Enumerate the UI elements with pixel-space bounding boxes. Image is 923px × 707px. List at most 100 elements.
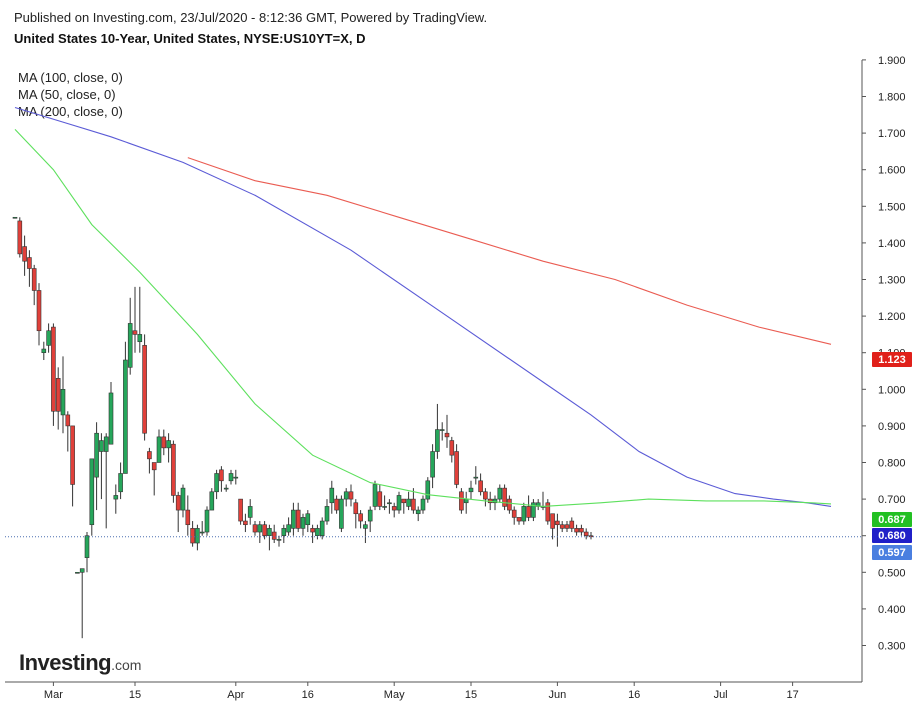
candle-body	[305, 513, 311, 526]
candle	[281, 524, 287, 544]
candle-body	[185, 509, 191, 526]
candle	[478, 473, 483, 496]
candle-body	[291, 509, 296, 529]
candle	[391, 502, 397, 518]
candle-body	[545, 502, 551, 522]
candle	[545, 499, 551, 525]
candle	[99, 433, 104, 500]
candle-body	[382, 506, 387, 508]
candle-body	[219, 469, 224, 482]
candle-body	[559, 524, 565, 529]
legend-ma200[interactable]: MA (200, close, 0)	[18, 104, 123, 119]
candle-body	[444, 432, 450, 438]
y-tick-label: 1.400	[878, 238, 906, 250]
candle	[161, 429, 167, 456]
candle-body	[156, 436, 162, 463]
candle	[238, 498, 243, 525]
candle	[324, 499, 330, 525]
candle-body	[151, 462, 157, 471]
legend-ma50[interactable]: MA (50, close, 0)	[18, 87, 116, 102]
candle-body	[27, 257, 32, 269]
candle-body	[497, 487, 503, 500]
candle-body	[531, 502, 536, 518]
candle-body	[411, 498, 416, 511]
candle	[396, 491, 402, 514]
candle-body	[22, 246, 27, 262]
candle	[444, 414, 450, 448]
candle	[415, 506, 421, 522]
y-tick-label: 1.300	[878, 275, 906, 287]
candle	[175, 491, 181, 533]
candle	[142, 334, 147, 441]
candle	[411, 488, 416, 514]
candle	[17, 217, 23, 258]
x-tick-label: 16	[628, 689, 640, 701]
candle-body	[406, 498, 411, 507]
candle	[540, 491, 546, 511]
candle	[151, 462, 157, 496]
candle-body	[137, 334, 143, 343]
candle	[123, 341, 128, 474]
candle	[387, 499, 392, 514]
candle-body	[166, 440, 171, 449]
candle-body	[439, 429, 445, 431]
candle	[199, 521, 205, 536]
candle	[555, 513, 560, 547]
candle	[454, 444, 459, 489]
candle	[430, 444, 435, 489]
legend-ma100[interactable]: MA (100, close, 0)	[18, 70, 123, 85]
candle-body	[300, 517, 306, 529]
candle-body	[502, 487, 507, 507]
candle	[564, 521, 570, 533]
candle-body	[319, 520, 325, 536]
x-tick-label: 16	[302, 689, 314, 701]
candle	[483, 488, 488, 507]
candle	[382, 495, 387, 511]
candle	[51, 323, 56, 426]
candle-body	[70, 425, 75, 485]
candle-body	[252, 524, 258, 533]
x-tick-label: Jul	[714, 689, 728, 701]
candle	[223, 484, 229, 492]
candle-body	[353, 502, 359, 515]
candle-body	[516, 517, 522, 522]
price-tag-label: 0.597	[878, 547, 906, 559]
candle	[79, 568, 85, 639]
candle-body	[281, 528, 287, 537]
candle	[439, 422, 445, 441]
candle-body	[84, 535, 90, 558]
candle	[377, 484, 383, 511]
candle-body	[569, 520, 575, 529]
candle-body	[343, 491, 349, 500]
x-tick-label: May	[384, 689, 405, 701]
candle	[310, 524, 315, 544]
candle-body	[75, 571, 80, 574]
candle	[156, 429, 162, 463]
indicator-legend: MA (100, close, 0) MA (50, close, 0) MA …	[18, 69, 123, 120]
candle	[579, 524, 584, 536]
x-tick-label: Mar	[44, 689, 63, 701]
candle-body	[425, 480, 431, 500]
candle	[367, 506, 373, 533]
candle-body	[420, 498, 426, 511]
candle-body	[55, 378, 61, 412]
candle	[535, 499, 541, 511]
price-tags: 1.123 0.687 0.680 0.597	[872, 352, 912, 560]
candle	[46, 323, 51, 353]
candle-body	[415, 509, 421, 515]
x-tick-label: Apr	[227, 689, 244, 701]
candle-body	[295, 509, 301, 529]
price-tag-label: 0.687	[878, 514, 906, 526]
candle-body	[387, 502, 392, 505]
candle	[463, 491, 469, 514]
candle	[94, 422, 99, 511]
candle	[219, 466, 224, 492]
candle-body	[310, 528, 315, 533]
candle	[252, 521, 258, 536]
x-tick-label: 15	[465, 689, 477, 701]
candle	[118, 462, 123, 500]
candle	[420, 495, 426, 514]
candle	[27, 250, 32, 287]
candle-body	[180, 487, 186, 511]
